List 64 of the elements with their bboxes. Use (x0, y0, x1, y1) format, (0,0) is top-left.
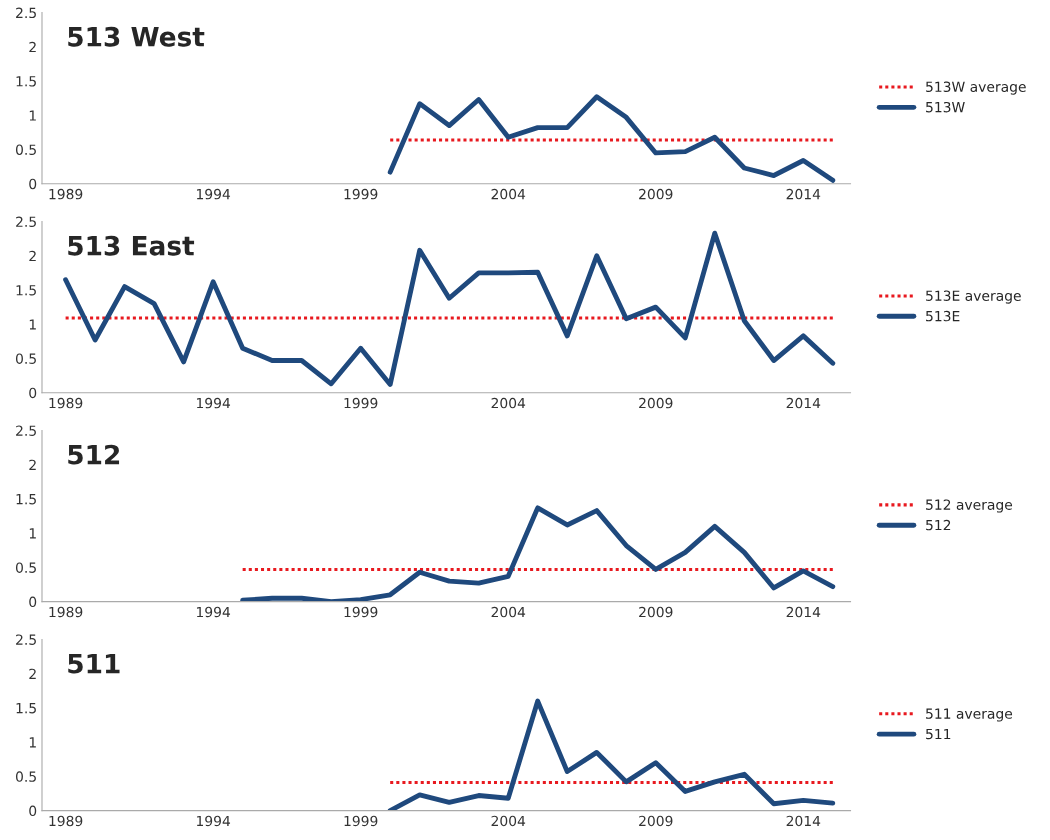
y-tick-label: 0.5 (15, 353, 36, 364)
x-tick-label: 2014 (786, 188, 821, 200)
legend-label: 512 average (926, 499, 1013, 513)
legend-label: 511 (926, 728, 951, 740)
y-tick-label: 2 (29, 41, 36, 53)
y-tick-label: 1 (29, 528, 36, 539)
x-tick-label: 2009 (639, 606, 673, 618)
legend-label: 511 average (926, 708, 1013, 722)
line-series (63, 230, 836, 387)
y-tick-label: 0.5 (15, 771, 36, 782)
y-tick-label: 1 (29, 319, 36, 330)
x-tick-label: 1999 (344, 815, 378, 827)
x-tick-label: 2014 (786, 606, 821, 618)
chart-title: 511 (68, 653, 120, 674)
line-series (387, 94, 836, 183)
y-tick-label: 1.5 (16, 494, 36, 505)
x-tick-label: 1989 (49, 815, 83, 827)
x-tick-label: 2009 (639, 397, 673, 409)
legend-label: 513E (926, 310, 960, 322)
x-tick-label: 1989 (49, 397, 83, 409)
y-tick-label: 2 (29, 668, 36, 679)
x-tick-label: 2004 (491, 606, 526, 618)
y-tick-label: 2.5 (16, 425, 36, 436)
y-tick-label: 0 (29, 178, 37, 190)
legend-label: 512 (926, 519, 951, 531)
y-tick-label: 2.5 (16, 7, 36, 19)
x-tick-label: 2004 (491, 397, 526, 409)
y-tick-label: 1.5 (16, 76, 36, 87)
y-tick-label: 0 (29, 387, 37, 399)
chart-title: 513 East (68, 235, 195, 256)
y-tick-label: 1.5 (16, 703, 36, 714)
y-tick-label: 1 (29, 737, 36, 748)
x-tick-label: 1994 (196, 606, 231, 618)
x-tick-label: 2014 (786, 815, 821, 827)
x-tick-label: 1999 (344, 188, 378, 200)
y-tick-label: 0 (29, 805, 37, 817)
x-tick-label: 1989 (49, 606, 83, 618)
y-tick-label: 2.5 (16, 634, 36, 645)
y-tick-label: 2 (29, 459, 36, 471)
x-tick-label: 2004 (491, 188, 526, 200)
y-tick-label: 0.5 (15, 144, 36, 155)
line-series (387, 698, 836, 811)
x-tick-label: 1999 (344, 397, 378, 409)
legend-label: 513W average (926, 81, 1026, 95)
y-tick-label: 0 (29, 596, 37, 608)
line-series (240, 505, 836, 602)
y-tick-label: 1 (29, 110, 36, 121)
y-tick-label: 2 (29, 250, 36, 262)
y-tick-label: 2.5 (16, 216, 36, 228)
x-tick-label: 1989 (49, 188, 83, 200)
x-tick-label: 2009 (639, 815, 673, 827)
x-tick-label: 1994 (196, 815, 231, 827)
x-tick-label: 1994 (196, 188, 231, 200)
x-tick-label: 2014 (786, 397, 821, 409)
x-tick-label: 1999 (344, 606, 378, 618)
chart-title: 512 (68, 444, 120, 465)
legend-label: 513E average (926, 290, 1021, 304)
x-tick-label: 2004 (491, 815, 526, 827)
chart-title: 513 West (68, 26, 205, 47)
x-tick-label: 2009 (639, 188, 673, 200)
x-tick-label: 1994 (196, 397, 231, 409)
y-tick-label: 1.5 (16, 285, 36, 296)
y-tick-label: 0.5 (15, 562, 36, 573)
legend-label: 513W (926, 101, 965, 113)
